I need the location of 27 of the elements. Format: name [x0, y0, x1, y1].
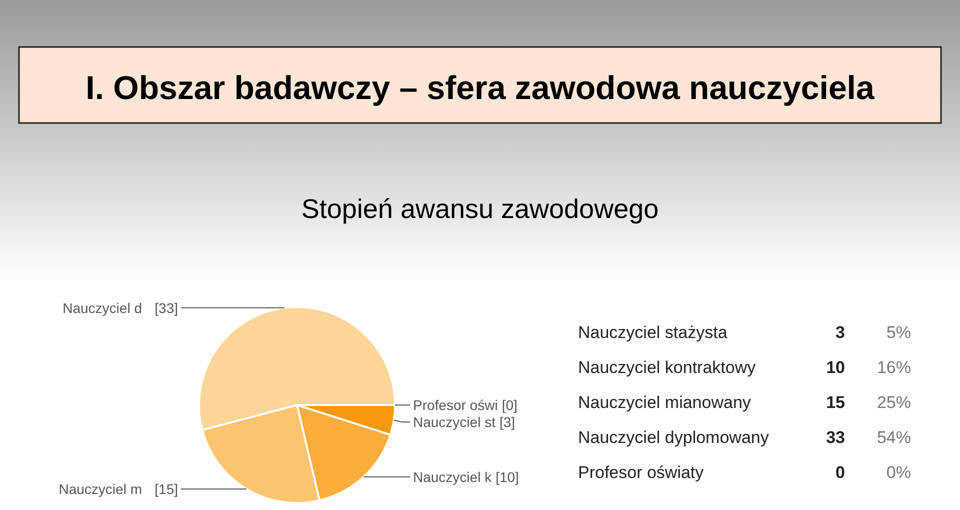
- text: Profesor oświaty: [578, 463, 704, 482]
- text: 54%: [876, 428, 911, 447]
- text: 3: [836, 323, 845, 342]
- legend-label: Profesor oświ: [413, 397, 498, 413]
- text: Nauczyciel dyplomowany: [578, 428, 770, 447]
- data-label: [15]: [154, 481, 178, 498]
- text: 10: [826, 358, 845, 377]
- data-label: [33]: [154, 300, 178, 316]
- text: 25%: [876, 393, 911, 412]
- text: 0: [836, 463, 845, 482]
- slice-label: Nauczyciel st: [413, 414, 496, 430]
- text: Nauczyciel mianowany: [578, 393, 752, 412]
- data-label: [3]: [499, 414, 516, 430]
- slice-label: Nauczyciel k: [413, 468, 493, 485]
- text: 15: [826, 393, 845, 412]
- text: 16%: [876, 358, 911, 377]
- text: 0%: [886, 463, 911, 482]
- text: 5%: [886, 323, 911, 342]
- text: 33: [826, 428, 845, 447]
- text: Nauczyciel stażysta: [578, 323, 728, 342]
- chart-subtitle: Stopień awansu zawodowego: [301, 194, 659, 224]
- text: Nauczyciel kontraktowy: [578, 358, 756, 377]
- slice-label: Nauczyciel m: [58, 481, 142, 498]
- data-label: [10]: [496, 468, 519, 485]
- text: [0]: [502, 397, 518, 413]
- slice-label: Nauczyciel d: [62, 300, 142, 316]
- chart-title: I. Obszar badawczy – sfera zawodowa nauczyciela: [86, 69, 875, 106]
